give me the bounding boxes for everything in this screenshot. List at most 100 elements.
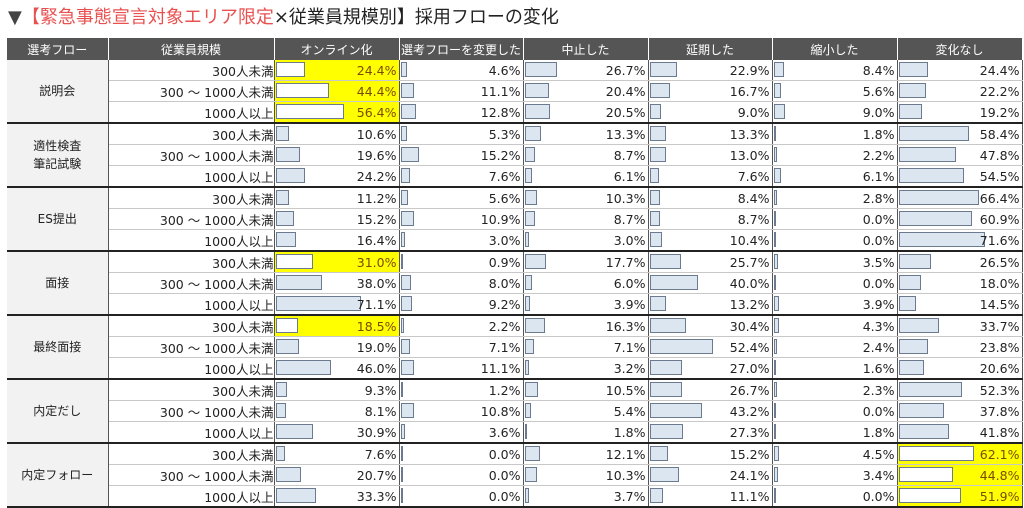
data-label: 19.6% — [356, 147, 397, 163]
value-cell: 8.4% — [772, 60, 898, 81]
value-cell: 56.4% — [274, 101, 400, 124]
data-bar — [275, 211, 294, 226]
flow-label: 最終面接 — [7, 315, 109, 380]
data-label: 6.0% — [613, 275, 646, 291]
value-cell: 23.8% — [897, 336, 1023, 358]
value-cell: 3.2% — [523, 357, 649, 380]
value-cell: 47.8% — [897, 144, 1023, 166]
value-cell: 15.2% — [274, 208, 400, 230]
size-label: 300 ～ 1000人未満 — [108, 336, 275, 358]
data-label: 10.8% — [480, 403, 521, 419]
data-bar — [898, 126, 969, 141]
data-bar — [649, 446, 668, 461]
data-bar — [524, 403, 531, 418]
value-cell: 12.1% — [523, 443, 649, 465]
data-bar — [649, 275, 698, 290]
data-label: 13.0% — [729, 147, 770, 163]
value-cell: 7.6% — [399, 165, 524, 188]
data-bar — [773, 382, 777, 397]
flow-label: 適性検査 筆記試験 — [7, 123, 109, 188]
data-label: 2.3% — [862, 382, 895, 398]
value-cell: 2.3% — [772, 379, 898, 401]
data-label: 7.1% — [488, 339, 521, 355]
data-label: 44.4% — [356, 83, 397, 99]
value-cell: 0.0% — [399, 485, 524, 508]
data-label: 10.9% — [480, 211, 521, 227]
data-label: 33.3% — [356, 488, 397, 504]
data-bar — [898, 62, 928, 77]
data-bar — [524, 339, 534, 354]
data-bar — [400, 126, 407, 141]
data-label: 27.0% — [729, 360, 770, 376]
value-cell: 6.1% — [772, 165, 898, 188]
value-cell: 9.3% — [274, 379, 400, 401]
data-bar — [524, 232, 529, 247]
value-cell: 27.3% — [648, 421, 773, 444]
value-cell: 20.7% — [274, 464, 400, 486]
value-cell: 10.5% — [523, 379, 649, 401]
data-bar — [524, 62, 557, 77]
data-label: 2.2% — [862, 147, 895, 163]
data-bar — [649, 403, 702, 418]
size-label: 300人未満 — [108, 251, 275, 273]
data-label: 1.8% — [613, 424, 646, 440]
value-cell: 26.5% — [897, 251, 1023, 273]
data-bar — [898, 360, 924, 375]
data-label: 5.6% — [862, 83, 895, 99]
value-cell: 13.3% — [648, 123, 773, 145]
table-row: 300 ～ 1000人未満 38.0% 8.0% 6.0% 40.0% 0.0% 18.0% — [7, 272, 1023, 294]
data-label: 11.1% — [480, 83, 521, 99]
data-bar — [649, 211, 660, 226]
value-cell: 24.1% — [648, 464, 773, 486]
data-bar — [400, 339, 410, 354]
data-bar — [400, 424, 405, 439]
data-label: 10.5% — [605, 382, 646, 398]
value-cell: 8.7% — [523, 208, 649, 230]
value-cell: 20.5% — [523, 101, 649, 124]
data-label: 26.5% — [979, 254, 1020, 270]
data-label: 3.0% — [488, 232, 521, 248]
value-cell: 54.5% — [897, 165, 1023, 188]
value-cell: 13.3% — [523, 123, 649, 145]
data-bar — [400, 62, 407, 77]
value-cell: 44.4% — [274, 80, 400, 102]
data-bar — [898, 232, 985, 247]
value-cell: 9.2% — [399, 293, 524, 316]
value-cell: 30.4% — [648, 315, 773, 337]
data-label: 14.5% — [979, 296, 1020, 312]
data-label: 10.3% — [605, 467, 646, 483]
table-row: 内定フォロー 300人未満 7.6% 0.0% 12.1% 15.2% 4.5% 62.1% — [7, 443, 1023, 508]
data-bar — [275, 275, 322, 290]
data-label: 62.1% — [979, 446, 1020, 462]
data-bar — [275, 168, 305, 183]
table-row: 300 ～ 1000人未満 19.6% 15.2% 8.7% 13.0% 2.2% 47.8… — [7, 144, 1023, 166]
data-bar — [773, 254, 778, 269]
data-bar — [400, 147, 419, 162]
value-cell: 24.4% — [897, 60, 1023, 81]
data-bar — [898, 211, 972, 226]
data-bar — [275, 296, 361, 311]
data-label: 16.4% — [356, 232, 397, 248]
size-label: 1000人以上 — [108, 293, 275, 316]
flow-label: ES提出 — [7, 187, 109, 252]
data-bar — [524, 104, 550, 119]
value-cell: 26.7% — [523, 60, 649, 81]
value-cell: 5.6% — [399, 187, 524, 209]
header-col-1: 選考フローを変更した — [399, 38, 524, 60]
value-cell: 11.1% — [399, 80, 524, 102]
data-bar — [400, 211, 414, 226]
data-label: 8.7% — [613, 147, 646, 163]
value-cell: 15.2% — [648, 443, 773, 465]
size-label: 1000人以上 — [108, 485, 275, 508]
value-cell: 2.4% — [772, 336, 898, 358]
value-cell: 52.3% — [897, 379, 1023, 401]
page-title: ▼【緊急事態宣言対象エリア限定×従業員規模別】採用フローの変化 — [8, 4, 559, 32]
value-cell: 11.2% — [274, 187, 400, 209]
value-cell: 7.1% — [523, 336, 649, 358]
size-label: 300 ～ 1000人未満 — [108, 272, 275, 294]
data-bar — [524, 296, 530, 311]
data-bar — [649, 254, 681, 269]
data-bar — [524, 83, 549, 98]
value-cell: 44.8% — [897, 464, 1023, 486]
data-bar — [773, 62, 784, 77]
